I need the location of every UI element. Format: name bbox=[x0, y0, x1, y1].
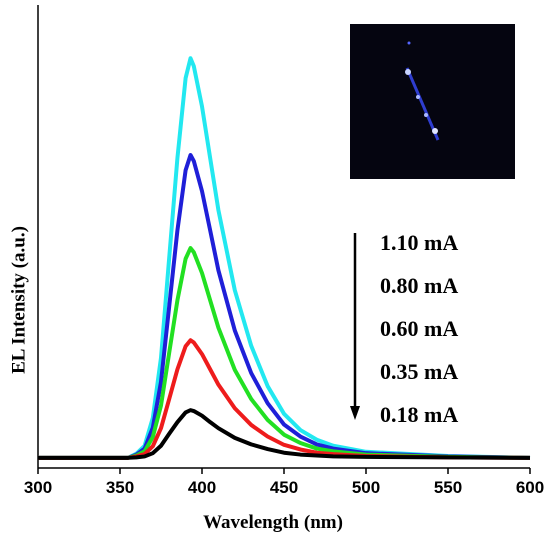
x-tick-label: 350 bbox=[106, 478, 134, 497]
spectrum-line bbox=[38, 246, 531, 460]
inset-image bbox=[350, 24, 515, 179]
inset-streak bbox=[405, 41, 440, 141]
x-tick-label: 500 bbox=[352, 478, 380, 497]
spectrum-line bbox=[38, 338, 531, 460]
x-tick-label: 550 bbox=[434, 478, 462, 497]
x-tick-label: 450 bbox=[270, 478, 298, 497]
x-tick-label: 400 bbox=[188, 478, 216, 497]
spectrum-line bbox=[38, 56, 531, 460]
legend-label: 0.35 mA bbox=[380, 359, 458, 384]
arrow bbox=[350, 233, 360, 420]
x-tick-label: 600 bbox=[516, 478, 544, 497]
legend-label: 0.60 mA bbox=[380, 316, 458, 341]
x-tick-label: 300 bbox=[24, 478, 52, 497]
legend-label: 1.10 mA bbox=[380, 230, 458, 255]
legend-label: 0.80 mA bbox=[380, 273, 458, 298]
spectrum-line bbox=[38, 153, 531, 460]
legend-label: 0.18 mA bbox=[380, 402, 458, 427]
x-axis-label: Wavelength (nm) bbox=[203, 512, 343, 533]
spectrum-line bbox=[38, 408, 531, 460]
y-axis-label: EL Intensity (a.u.) bbox=[8, 226, 29, 374]
